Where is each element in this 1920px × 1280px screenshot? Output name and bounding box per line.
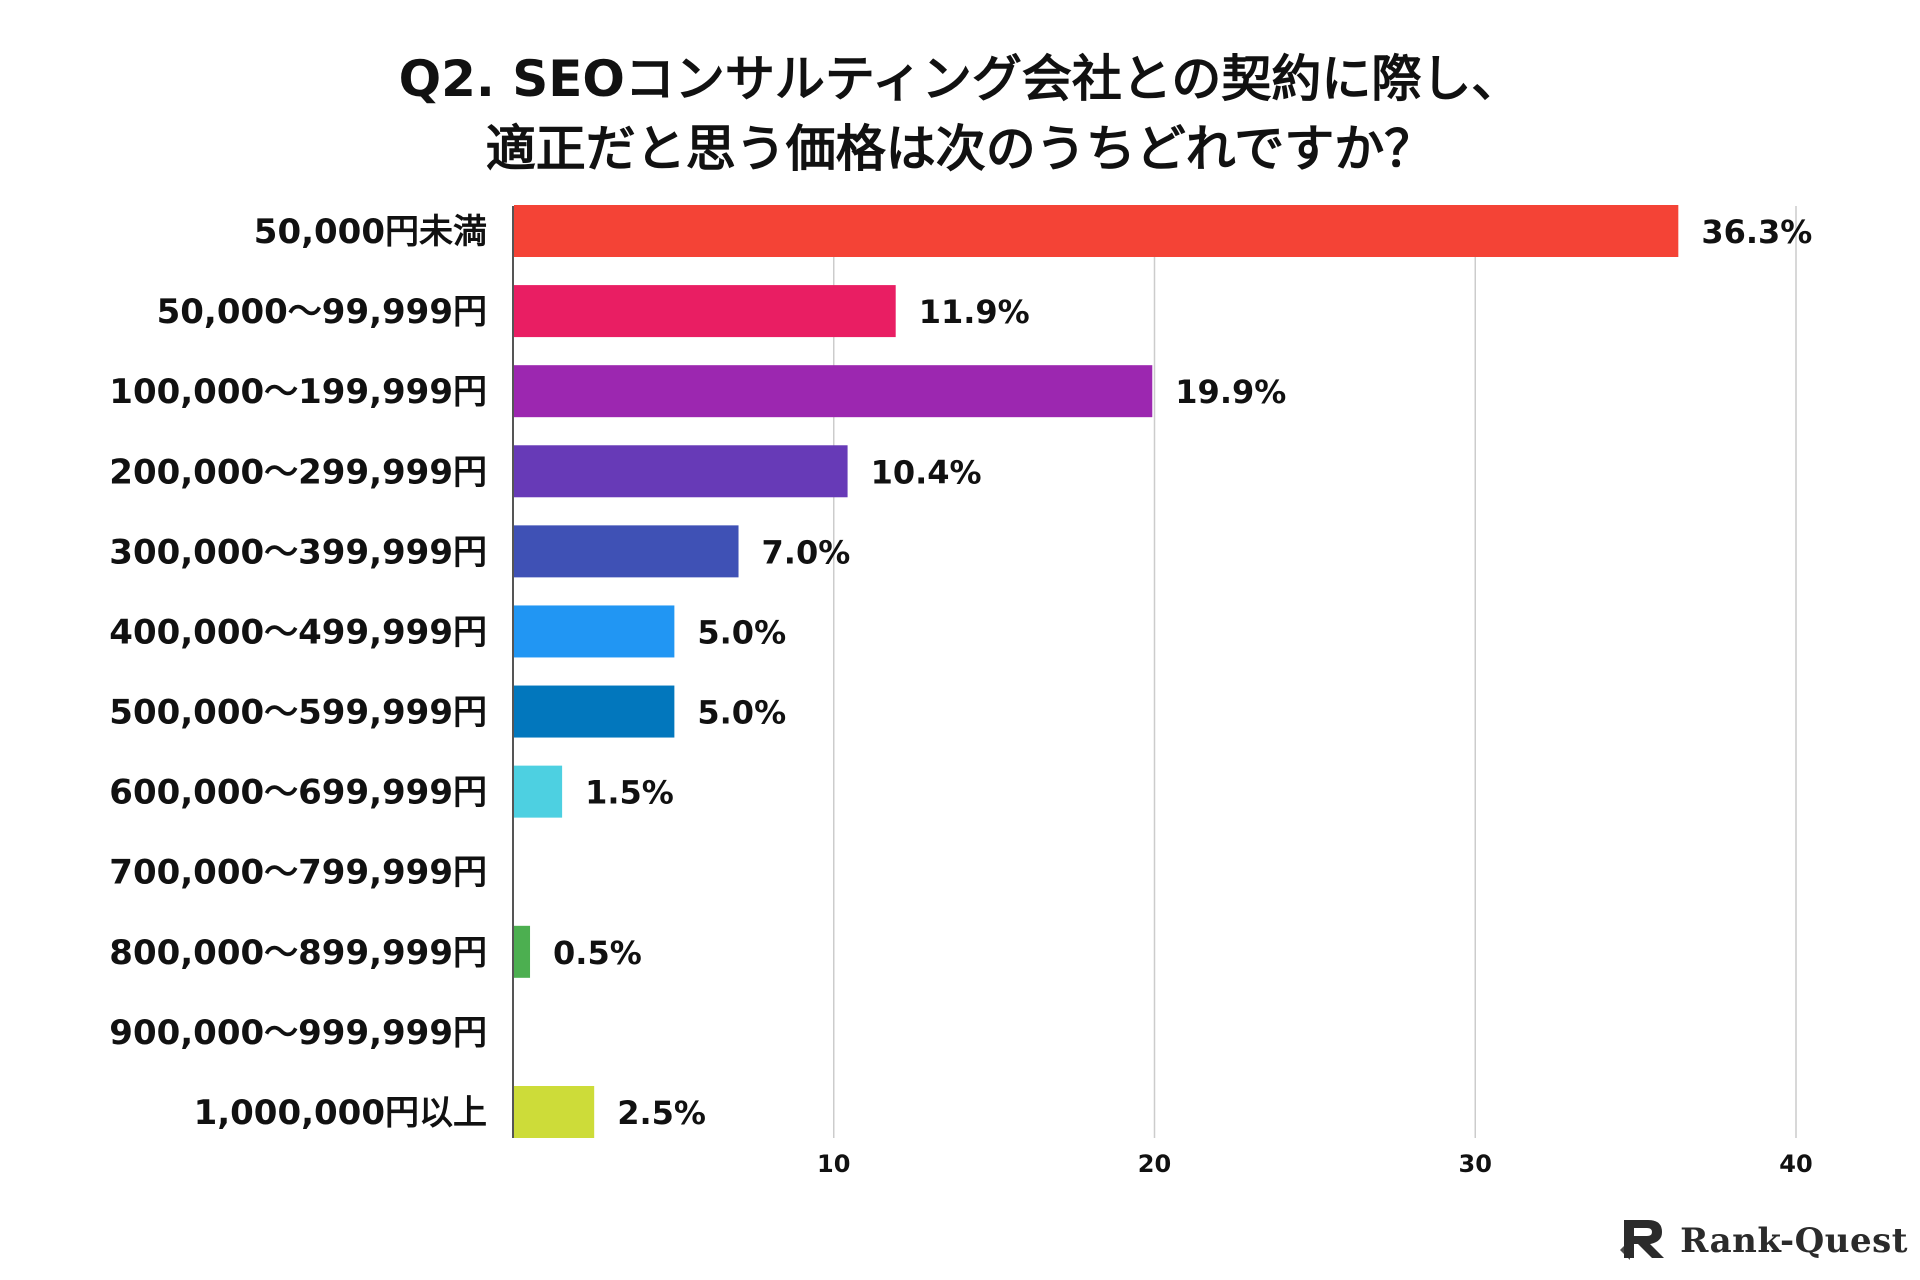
chart-title-line-1: Q2. SEOコンサルティング会社との契約に際し、: [398, 50, 1522, 108]
category-labels: 50,000円未満 50,000〜99,999円 100,000〜199,999円 2…: [109, 212, 487, 1133]
x-tick-label: 20: [1138, 1150, 1171, 1178]
category-label: 300,000〜399,999円: [109, 532, 487, 572]
value-label: 5.0%: [697, 613, 786, 651]
x-tick-label: 10: [817, 1150, 850, 1178]
category-label: 600,000〜699,999円: [109, 773, 487, 813]
gridlines: [833, 206, 1797, 1138]
x-tick-labels: 10 20 30 40: [817, 1150, 1813, 1178]
bar: [514, 1086, 595, 1138]
category-label: 800,000〜899,999円: [109, 933, 487, 973]
bar: [514, 685, 675, 738]
chart-title: Q2. SEOコンサルティング会社との契約に際し、 適正だと思う価格は次のうちど…: [0, 44, 1920, 184]
bar: [514, 525, 739, 578]
category-label: 400,000〜499,999円: [109, 612, 487, 652]
category-label: 700,000〜799,999円: [109, 853, 487, 893]
bars: [514, 205, 1679, 1138]
chart-title-line-2: 適正だと思う価格は次のうちどれですか？: [485, 120, 1435, 178]
category-label: 500,000〜599,999円: [109, 693, 487, 733]
value-label: 10.4%: [871, 453, 982, 491]
bar: [514, 205, 1679, 257]
category-label: 900,000〜999,999円: [109, 1013, 487, 1053]
value-label: 19.9%: [1175, 373, 1286, 411]
value-label: 11.9%: [919, 293, 1030, 331]
bar: [514, 605, 675, 658]
category-label: 50,000〜99,999円: [157, 292, 487, 332]
category-label: 100,000〜199,999円: [109, 372, 487, 412]
value-label: 2.5%: [617, 1094, 706, 1132]
value-label: 0.5%: [553, 934, 642, 972]
value-label: 7.0%: [762, 533, 851, 571]
bar: [514, 765, 563, 818]
value-label: 36.3%: [1701, 213, 1812, 251]
x-tick-label: 30: [1459, 1150, 1492, 1178]
category-label: 1,000,000円以上: [194, 1093, 487, 1133]
x-tick-label: 40: [1779, 1150, 1812, 1178]
bar: [514, 445, 848, 498]
value-label: 1.5%: [585, 774, 674, 812]
category-label: 50,000円未満: [254, 212, 487, 252]
brand-name: Rank-Quest: [1680, 1221, 1908, 1261]
rank-quest-logo-icon: [1618, 1216, 1672, 1266]
category-label: 200,000〜299,999円: [109, 452, 487, 492]
bar: [514, 925, 531, 978]
value-labels: 36.3% 11.9% 19.9% 10.4% 7.0% 5.0% 5.0% 1.5% 0.5%…: [553, 213, 1812, 1132]
brand-logo: Rank-Quest: [1618, 1216, 1908, 1266]
bar: [514, 285, 896, 338]
value-label: 5.0%: [697, 694, 786, 732]
bar: [514, 365, 1153, 418]
